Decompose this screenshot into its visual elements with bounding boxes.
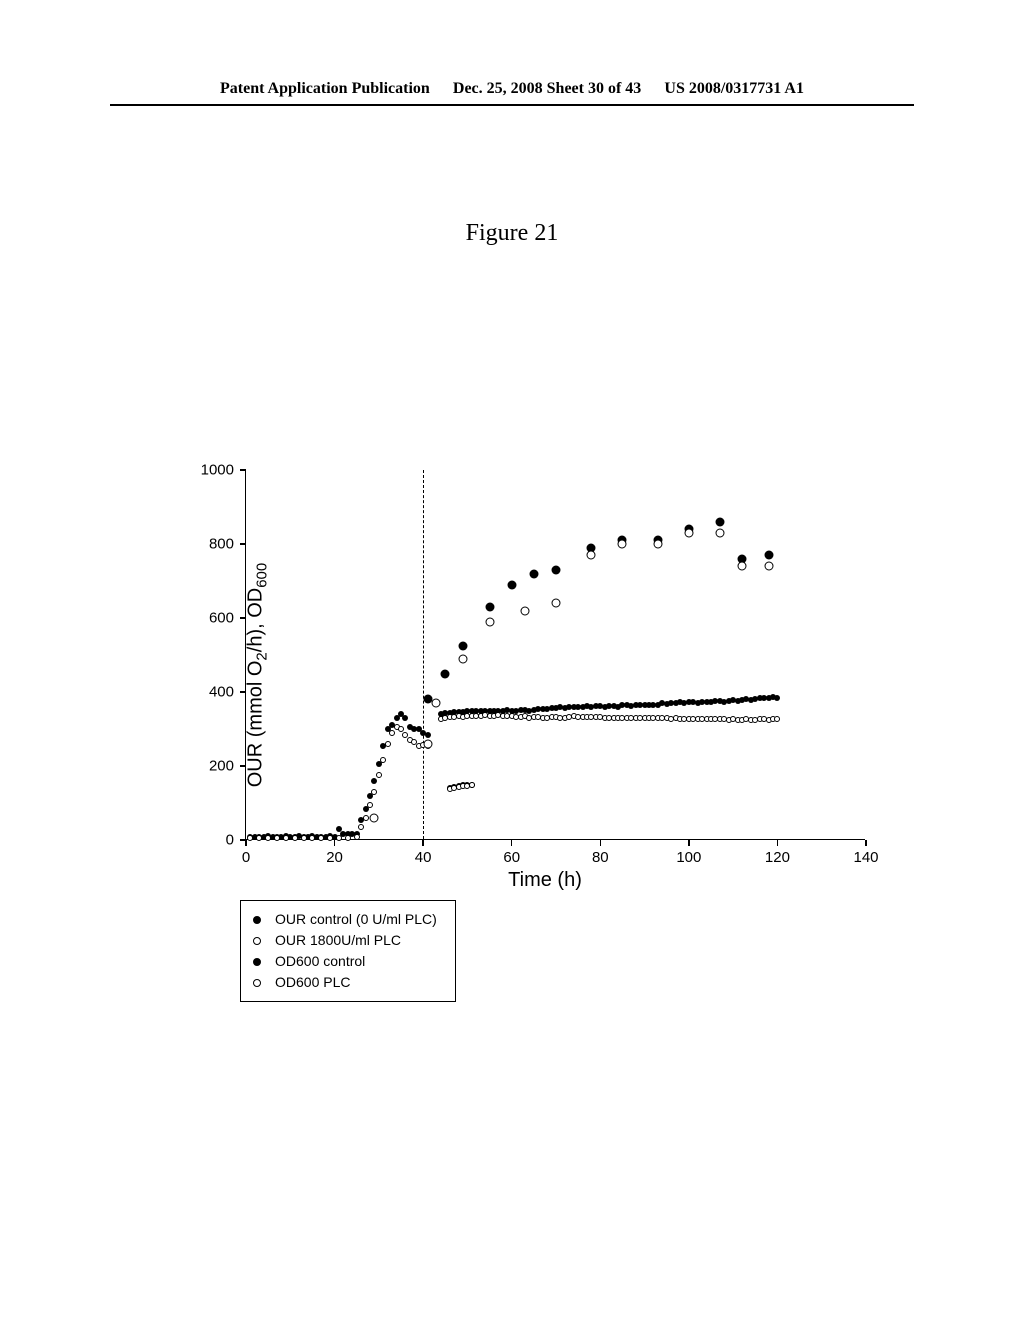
y-tick-mark [240, 691, 246, 693]
data-point [380, 757, 386, 763]
data-point [459, 641, 468, 650]
y-tick-mark [240, 765, 246, 767]
legend-marker-icon [253, 979, 261, 987]
data-point [247, 835, 253, 841]
page-header: Patent Application Publication Dec. 25, … [110, 80, 914, 106]
data-point [552, 565, 561, 574]
data-point [507, 580, 516, 589]
data-point [552, 599, 561, 608]
figure-title: Figure 21 [466, 220, 559, 247]
data-point [423, 739, 432, 748]
data-point [371, 789, 377, 795]
data-point [425, 732, 431, 738]
data-point [301, 835, 307, 841]
x-tick-mark [334, 840, 336, 846]
y-tick-mark [240, 617, 246, 619]
plot-region: 02004006008001000020406080100120140 [245, 470, 865, 840]
data-point [715, 517, 724, 526]
x-axis-label: Time (h) [508, 869, 582, 892]
data-point [684, 528, 693, 537]
data-point [521, 606, 530, 615]
data-point [774, 716, 780, 722]
x-tick-mark [865, 840, 867, 846]
x-tick-mark [245, 840, 247, 846]
x-tick-mark [688, 840, 690, 846]
data-point [423, 695, 432, 704]
data-point [653, 540, 662, 549]
header-center: Dec. 25, 2008 Sheet 30 of 43 [453, 80, 641, 98]
data-point [715, 528, 724, 537]
data-point [587, 551, 596, 560]
legend-item: OUR control (0 U/ml PLC) [253, 909, 437, 930]
x-tick-mark [777, 840, 779, 846]
legend-label: OUR control (0 U/ml PLC) [275, 909, 437, 930]
header-left: Patent Application Publication [220, 80, 430, 98]
data-point [265, 835, 271, 841]
data-point [618, 540, 627, 549]
header-right: US 2008/0317731 A1 [664, 80, 804, 98]
data-point [385, 741, 391, 747]
legend-item: OD600 control [253, 951, 437, 972]
data-point [371, 778, 377, 784]
data-point [367, 802, 373, 808]
data-point [459, 654, 468, 663]
legend-marker-icon [253, 937, 261, 945]
data-point [354, 834, 360, 840]
legend-marker-icon [253, 916, 261, 924]
data-point [774, 695, 780, 701]
data-point [336, 835, 342, 841]
data-point [283, 835, 289, 841]
data-point [469, 782, 475, 788]
data-point [432, 699, 441, 708]
data-point [274, 835, 280, 841]
legend: OUR control (0 U/ml PLC)OUR 1800U/ml PLC… [240, 900, 456, 1002]
x-tick-mark [600, 840, 602, 846]
chart: OUR (mmol O2/h), OD600 02004006008001000… [175, 460, 885, 890]
data-point [256, 835, 262, 841]
data-point [441, 669, 450, 678]
data-point [376, 772, 382, 778]
data-point [529, 569, 538, 578]
vertical-marker-line [423, 470, 424, 839]
data-point [292, 835, 298, 841]
data-point [309, 835, 315, 841]
data-point [389, 730, 395, 736]
data-point [402, 715, 408, 721]
data-point [327, 835, 333, 841]
data-point [345, 835, 351, 841]
data-point [764, 562, 773, 571]
legend-label: OUR 1800U/ml PLC [275, 930, 401, 951]
x-tick-mark [511, 840, 513, 846]
legend-marker-icon [253, 958, 261, 966]
data-point [363, 815, 369, 821]
data-point [485, 602, 494, 611]
x-tick-mark [422, 840, 424, 846]
y-tick-mark [240, 469, 246, 471]
legend-item: OUR 1800U/ml PLC [253, 930, 437, 951]
data-point [764, 551, 773, 560]
data-point [738, 562, 747, 571]
y-tick-mark [240, 543, 246, 545]
data-point [358, 824, 364, 830]
legend-item: OD600 PLC [253, 972, 437, 993]
data-point [318, 835, 324, 841]
legend-label: OD600 control [275, 951, 365, 972]
data-point [485, 617, 494, 626]
data-point [370, 813, 379, 822]
legend-label: OD600 PLC [275, 972, 350, 993]
